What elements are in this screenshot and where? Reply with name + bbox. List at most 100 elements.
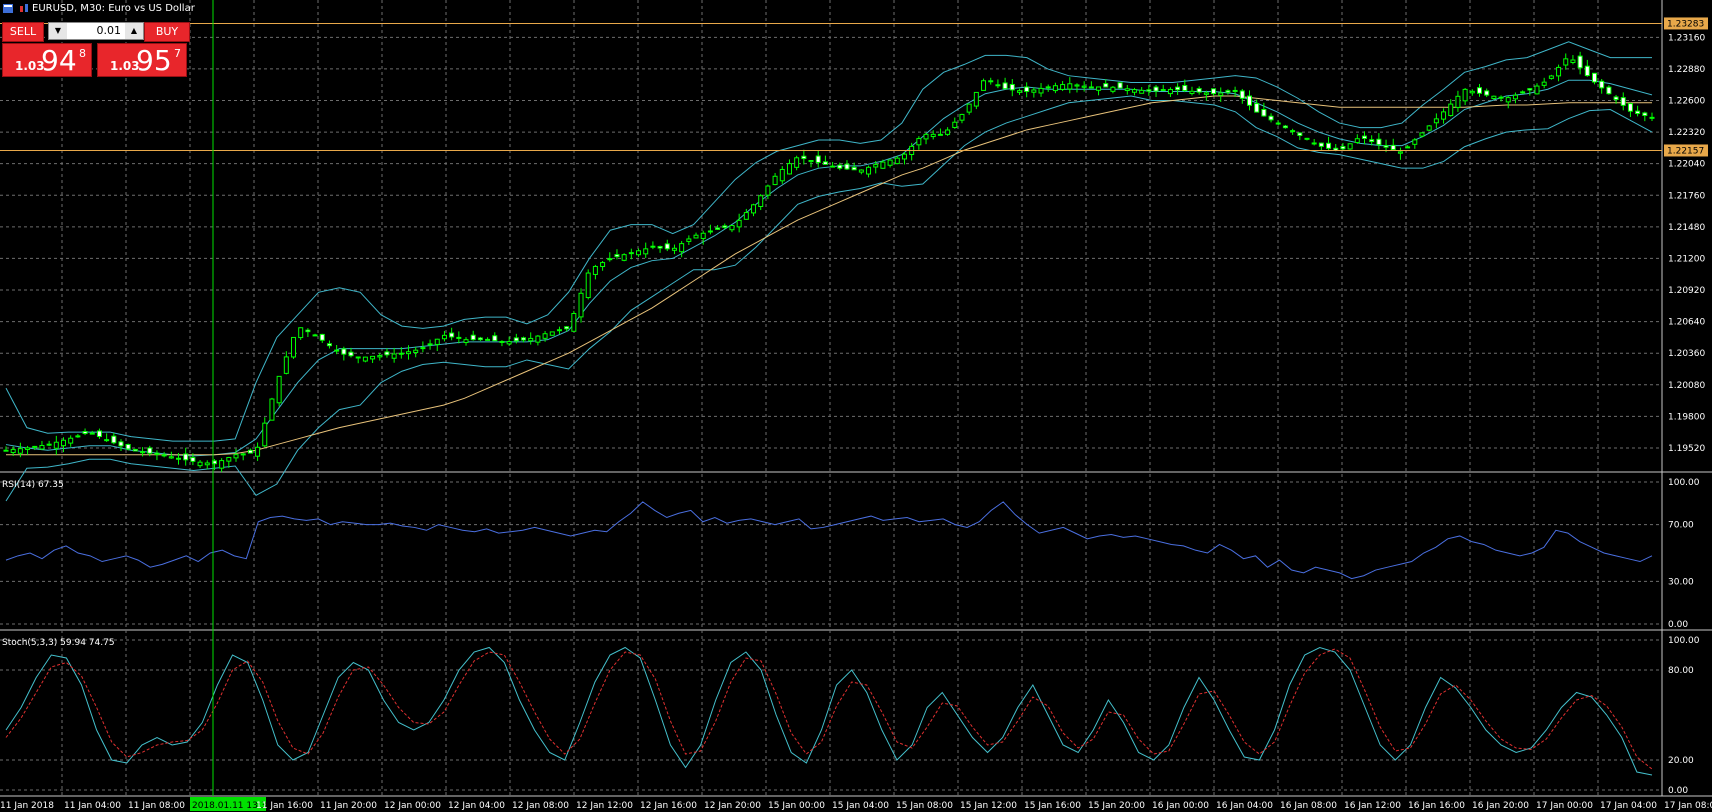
candle-body: [794, 157, 800, 168]
lot-size-value[interactable]: 0.01: [96, 24, 122, 37]
price-level-label: 1.23283: [1667, 19, 1704, 29]
bollinger-lower-line: [5, 95, 1653, 502]
price-tick-label: 1.22600: [1668, 97, 1705, 107]
candle-body: [39, 444, 45, 450]
candle-body: [1340, 146, 1346, 150]
candle-body: [578, 292, 584, 318]
candle-body: [1074, 84, 1080, 87]
candle-body: [528, 337, 534, 342]
candle-body: [161, 454, 167, 457]
candle-body: [894, 157, 900, 165]
sell-button[interactable]: SELL: [2, 22, 44, 42]
candle-body: [477, 337, 483, 341]
candle-body: [1347, 143, 1353, 150]
candle-body: [1498, 96, 1504, 99]
candle-body: [513, 337, 519, 342]
candle-body: [68, 437, 74, 444]
candle-body: [1376, 138, 1382, 146]
candle-body: [628, 252, 634, 255]
candle-body: [348, 351, 354, 357]
candle-body: [1577, 55, 1583, 69]
sell-price-fraction: 8: [79, 47, 86, 60]
candle-body: [168, 456, 174, 459]
time-tick-label: 16 Jan 16:00: [1408, 801, 1465, 811]
price-level-tag: [1664, 144, 1708, 157]
buy-button[interactable]: BUY: [144, 22, 190, 42]
candle-body: [1556, 66, 1562, 77]
candle-body: [1282, 125, 1288, 129]
candle-body: [96, 430, 102, 438]
candle-body: [140, 451, 146, 454]
candle-body: [1131, 89, 1137, 93]
time-tick-label: 11 Jan 16:00: [256, 801, 313, 811]
time-tick-label: 11 Jan 2018: [0, 801, 54, 811]
price-tick-label: 1.22040: [1668, 160, 1705, 170]
candle-body: [46, 443, 52, 446]
candle-body: [880, 161, 886, 169]
candle-body: [111, 435, 117, 444]
candle-body: [441, 334, 447, 340]
time-tick-label: 16 Jan 12:00: [1344, 801, 1401, 811]
candle-body: [499, 340, 505, 343]
candle-body: [966, 103, 972, 113]
candle-body: [420, 347, 426, 350]
crosshair-time-label: 2018.01.11 13:30: [192, 801, 273, 811]
price-tick-label: 1.23160: [1668, 33, 1705, 43]
bollinger-upper-line: [5, 41, 1652, 442]
candle-body: [334, 349, 340, 352]
candle-body: [1469, 90, 1475, 94]
candle-body: [341, 348, 347, 355]
candle-body: [449, 332, 455, 338]
candle-body: [1218, 92, 1224, 96]
candle-body: [1599, 80, 1605, 89]
candle-body: [542, 333, 548, 339]
one-click-trading-panel: SELL ▼ 0.01 ▲ BUY 1.03 94 8 1.03 95 7: [2, 22, 190, 78]
candle-body: [1584, 65, 1590, 77]
candle-body: [147, 447, 153, 454]
candle-body: [1016, 90, 1022, 93]
price-tick-label: 1.22320: [1668, 128, 1705, 138]
candle-body: [959, 113, 965, 121]
candle-body: [679, 243, 685, 253]
candle-body: [1620, 97, 1626, 106]
sell-price-tile[interactable]: 1.03 94 8: [2, 43, 92, 77]
candle-body: [851, 166, 857, 171]
candle-body: [736, 219, 742, 228]
candle-body: [82, 430, 88, 435]
candle-body: [585, 272, 591, 299]
lot-size-input[interactable]: ▼ 0.01 ▲: [48, 22, 144, 40]
lot-increase-icon[interactable]: ▲: [125, 23, 143, 39]
candle-body: [535, 335, 541, 343]
candle-body: [952, 121, 958, 128]
candle-body: [1232, 89, 1238, 92]
buy-price-tile[interactable]: 1.03 95 7: [97, 43, 187, 77]
candle-body: [1405, 146, 1411, 149]
candle-body: [981, 80, 987, 91]
stoch-tick-label: 0.00: [1668, 786, 1688, 796]
price-tick-label: 1.19800: [1668, 412, 1705, 422]
time-tick-label: 15 Jan 16:00: [1024, 801, 1081, 811]
candle-body: [1476, 87, 1482, 94]
candle-body: [377, 355, 383, 358]
candle-body: [89, 432, 95, 435]
candle-body: [758, 195, 764, 208]
candle-body: [125, 443, 131, 450]
candle-body: [1433, 118, 1439, 124]
price-level-label: 1.22157: [1667, 146, 1704, 156]
candle-body: [319, 333, 325, 341]
price-level-tag: [1664, 17, 1708, 30]
candle-body: [1397, 151, 1403, 154]
lot-decrease-icon[interactable]: ▼: [49, 23, 67, 39]
time-tick-label: 16 Jan 00:00: [1152, 801, 1209, 811]
candle-body: [1268, 115, 1274, 121]
price-tick-label: 1.21760: [1668, 191, 1705, 201]
candle-body: [686, 238, 692, 242]
candle-body: [406, 351, 412, 355]
candle-body: [1613, 96, 1619, 101]
time-tick-label: 11 Jan 08:00: [128, 801, 185, 811]
candle-body: [700, 232, 706, 239]
candle-body: [1326, 142, 1332, 149]
candle-body: [614, 254, 620, 258]
candle-body: [506, 341, 512, 345]
